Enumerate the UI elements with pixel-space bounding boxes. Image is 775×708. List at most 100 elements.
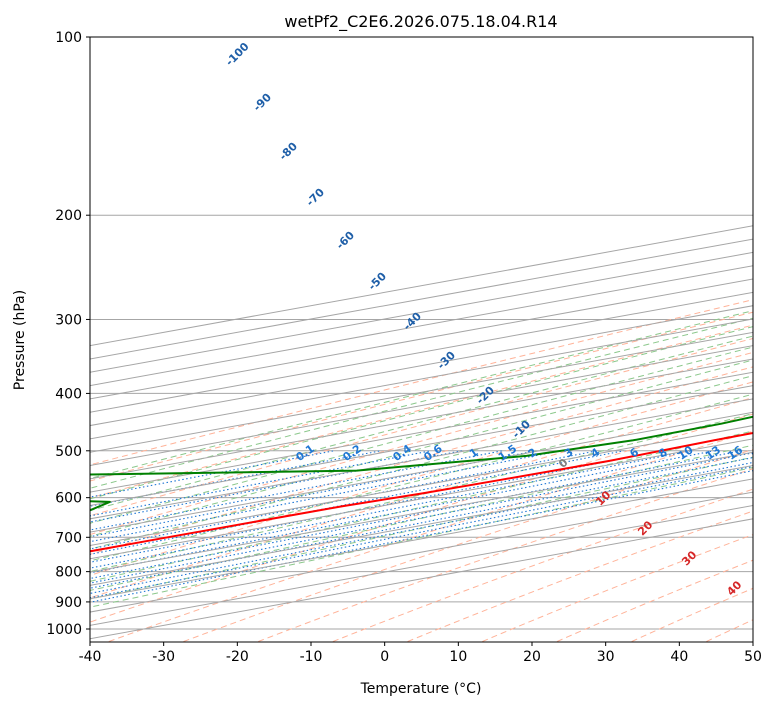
moist-adiabat-line [90, 335, 753, 512]
theta-label: -20 [474, 383, 497, 406]
isotherm-line [90, 331, 753, 453]
y-tick-label: 300 [55, 312, 82, 328]
y-axis-title: Pressure (hPa) [12, 290, 28, 390]
isotherm-line [90, 291, 753, 413]
isotherm-line [90, 225, 753, 347]
moist-adiabat-lines [90, 310, 753, 608]
isotherm-lines [90, 225, 753, 640]
x-tick-label: -10 [300, 649, 323, 665]
isotherm-line [90, 478, 753, 600]
isotherm-line [90, 371, 753, 493]
dry-adiabat-line [631, 587, 753, 642]
theta-label: -50 [366, 269, 389, 292]
mixing-ratio-line [90, 450, 561, 543]
theta-label: -70 [304, 185, 327, 208]
y-axis-ticks: 100 200 300 400 500 600 700 800 900 1000 [46, 30, 90, 638]
moist-adiabat-line [90, 430, 753, 582]
dry-adiabat-line [90, 337, 753, 517]
moist-adiabat-line [90, 413, 753, 573]
isotherm-line [90, 358, 753, 480]
dry-adiabat-line [90, 299, 753, 466]
dry-adiabat-line [183, 448, 753, 642]
pseudo-adiabat-label: 20 [635, 518, 655, 538]
isotherm-line [90, 465, 753, 586]
y-tick-label: 100 [55, 30, 82, 46]
moist-adiabat-line [90, 359, 753, 537]
dry-adiabat-line [90, 413, 753, 623]
y-tick-label: 400 [55, 386, 82, 402]
mixing-ratio-label: 0.1 [293, 442, 316, 464]
isotherm-line [90, 385, 753, 507]
isotherm-line [90, 305, 753, 427]
theta-label: -40 [401, 309, 424, 332]
isotherm-line [90, 238, 753, 360]
x-tick-label: -20 [226, 649, 249, 665]
mixing-ratio-line [90, 450, 624, 555]
moist-adiabat-line [90, 346, 753, 524]
x-tick-label: 50 [744, 649, 762, 665]
dry-adiabat-lines [90, 299, 753, 642]
moist-adiabat-line [90, 326, 753, 500]
mixing-ratio-label: 13 [703, 443, 723, 462]
isotherm-line [90, 451, 753, 573]
dry-adiabat-line [90, 311, 753, 482]
y-tick-label: 500 [55, 444, 82, 460]
mixing-ratio-line [90, 450, 692, 569]
x-axis-title: Temperature (°C) [360, 681, 482, 697]
mixing-ratio-line [90, 465, 753, 599]
mixing-ratio-label: 8 [656, 446, 670, 461]
y-tick-label: 700 [55, 530, 82, 546]
y-tick-label: 800 [55, 565, 82, 581]
isotherm-line [90, 345, 753, 467]
x-tick-label: 0 [380, 649, 389, 665]
isotherm-line [90, 491, 753, 613]
theta-label: -60 [334, 228, 357, 251]
theta-label: -10 [510, 417, 533, 440]
mixing-ratio-line [90, 450, 503, 531]
y-tick-label: 1000 [46, 622, 82, 638]
moist-adiabat-line [90, 444, 753, 591]
dry-adiabat-line [90, 351, 753, 536]
theta-label: -30 [435, 348, 458, 371]
y-tick-label: 900 [55, 595, 82, 611]
pseudo-adiabat-label: 30 [679, 548, 699, 568]
isotherm-line [90, 398, 753, 520]
sounding-series [90, 415, 753, 553]
plot-area: 0.10.20.40.611.52346810131620253036-100-… [90, 37, 770, 642]
chart-title: wetPf2_C2E6.2026.075.18.04.R14 [284, 12, 557, 32]
pressure-gridlines [90, 37, 753, 630]
x-tick-label: 20 [523, 649, 541, 665]
moist-adiabat-line [90, 456, 753, 600]
mixing-ratio-line [90, 450, 742, 580]
moist-adiabat-line [90, 317, 753, 489]
x-tick-label: 30 [597, 649, 615, 665]
isotherm-line [90, 411, 753, 533]
x-tick-label: 10 [449, 649, 467, 665]
x-tick-label: 40 [670, 649, 688, 665]
isotherm-line [90, 504, 753, 626]
mixing-ratio-label: 1.5 [496, 442, 519, 464]
mixing-ratio-line [90, 470, 753, 603]
moist-adiabat-line [90, 393, 753, 562]
x-tick-label: -40 [79, 649, 102, 665]
isotherm-line [90, 318, 753, 440]
isotherm-line [90, 265, 753, 387]
temperature-profile-line [90, 432, 753, 553]
theta-label: -90 [251, 90, 274, 113]
plot-frame [89, 36, 754, 643]
mixing-ratio-line [90, 450, 714, 574]
dry-adiabat-line [407, 510, 753, 642]
x-axis-ticks: -40 -30 -20 -10 0 10 20 30 40 50 [79, 642, 762, 665]
mixing-ratio-label: 20 [750, 443, 770, 463]
pseudo-adiabat-label: 40 [724, 578, 744, 598]
moist-adiabat-line [90, 375, 753, 550]
isotherm-line [90, 438, 753, 560]
dry-adiabat-line [90, 366, 753, 555]
dry-adiabat-line [90, 381, 753, 576]
isotherm-line [90, 278, 753, 400]
x-tick-label: -30 [152, 649, 175, 665]
isotherm-line [90, 425, 753, 546]
theta-label: -80 [277, 139, 300, 162]
dry-adiabat-line [482, 534, 753, 642]
